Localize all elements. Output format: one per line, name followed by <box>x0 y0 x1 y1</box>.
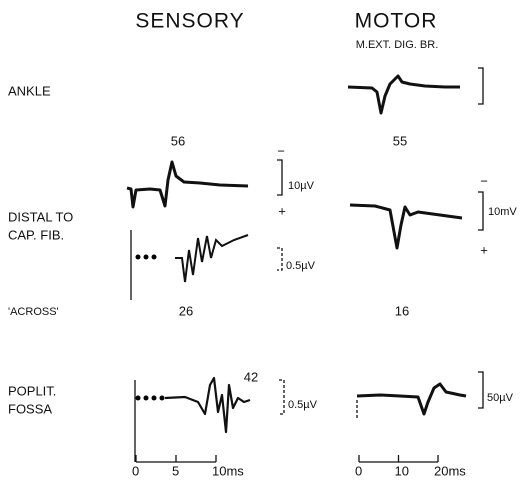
trace <box>347 74 460 115</box>
number: 42 <box>244 369 258 384</box>
number: 16 <box>395 303 409 318</box>
number: 26 <box>179 303 193 318</box>
scale-label: 10µV <box>288 180 315 192</box>
tick-label: 10 <box>395 463 409 478</box>
row-label: FOSSA <box>8 401 52 416</box>
scale-label: 10mV <box>488 206 517 218</box>
number: 56 <box>171 133 185 148</box>
row-label: CAP. FIB. <box>8 227 64 242</box>
trace <box>164 376 251 434</box>
row-label: 'ACROSS' <box>8 306 59 318</box>
subtitle: M.EXT. DIG. BR. <box>356 39 439 51</box>
row-label: ANKLE <box>8 83 51 98</box>
trace <box>356 382 467 416</box>
polarity: + <box>278 203 286 218</box>
scale-bar <box>478 191 484 231</box>
polarity: + <box>480 242 488 257</box>
scale-bar <box>277 159 283 196</box>
polarity: − <box>277 143 285 158</box>
scale-bar <box>279 379 285 415</box>
tick-label: 10ms <box>212 463 244 478</box>
header: MOTOR <box>355 10 438 33</box>
number: 55 <box>393 133 407 148</box>
tick-label: 0 <box>355 463 362 478</box>
tick-label: 5 <box>172 463 179 478</box>
scale-label: 0.5µV <box>286 260 316 272</box>
tick-label: 20ms <box>434 463 466 478</box>
tick-label: 0 <box>132 463 139 478</box>
time-axes: 0 5 10ms 0 10 20ms <box>132 455 466 478</box>
header: SENSORY <box>135 10 244 33</box>
scale-bar <box>478 67 484 105</box>
trace <box>175 234 249 283</box>
scale-bar <box>478 371 484 409</box>
dots <box>135 254 157 260</box>
dots <box>135 395 165 401</box>
row-label: POPLIT. <box>8 383 56 398</box>
trace <box>126 160 249 209</box>
row-label: DISTAL TO <box>8 209 73 224</box>
scale-label: 50µV <box>487 392 514 404</box>
polarity: − <box>480 173 488 188</box>
scale-label: 0.5µV <box>288 399 318 411</box>
trace <box>349 203 463 250</box>
scale-bar <box>277 247 283 271</box>
